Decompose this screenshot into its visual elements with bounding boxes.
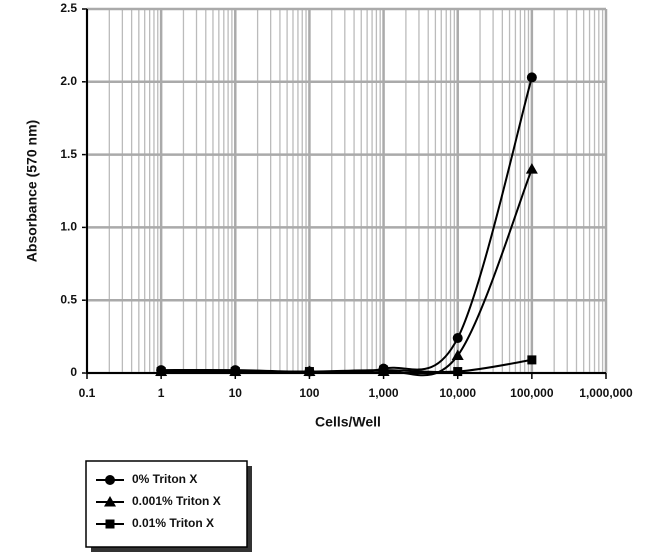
marker <box>525 163 538 174</box>
y-tick-label: 1.5 <box>60 147 77 161</box>
legend-label: 0.01% Triton X <box>132 516 214 530</box>
y-axis-label: Absorbance (570 nm) <box>24 120 40 262</box>
y-tick-label: 0 <box>70 365 77 379</box>
marker <box>526 72 537 83</box>
marker <box>379 365 389 375</box>
marker <box>105 475 115 485</box>
x-tick-label: 0.1 <box>79 386 96 400</box>
marker <box>104 496 116 507</box>
y-tick-label: 2.0 <box>60 74 77 88</box>
marker <box>452 333 463 344</box>
marker <box>304 367 314 377</box>
legend-label: 0.001% Triton X <box>132 494 221 508</box>
x-tick-label: 10,000 <box>439 386 476 400</box>
series-line <box>161 168 533 377</box>
x-tick-label: 100,000 <box>510 386 554 400</box>
x-tick-label: 100 <box>299 386 319 400</box>
x-tick-label: 10 <box>229 386 243 400</box>
x-tick-label: 1 <box>158 386 165 400</box>
series-line <box>161 77 533 374</box>
legend-label: 0% Triton X <box>132 472 197 486</box>
marker <box>451 349 464 361</box>
y-tick-label: 1.0 <box>60 220 77 234</box>
marker <box>527 355 537 365</box>
x-tick-label: 1,000,000 <box>579 386 633 400</box>
series-line <box>161 358 533 374</box>
x-tick-label: 1,000 <box>369 386 399 400</box>
marker <box>453 367 463 377</box>
x-axis-label: Cells/Well <box>315 414 381 430</box>
y-tick-label: 2.5 <box>60 1 77 15</box>
marker <box>230 367 240 377</box>
marker <box>156 367 166 377</box>
marker <box>105 519 115 529</box>
y-tick-label: 0.5 <box>60 292 77 306</box>
